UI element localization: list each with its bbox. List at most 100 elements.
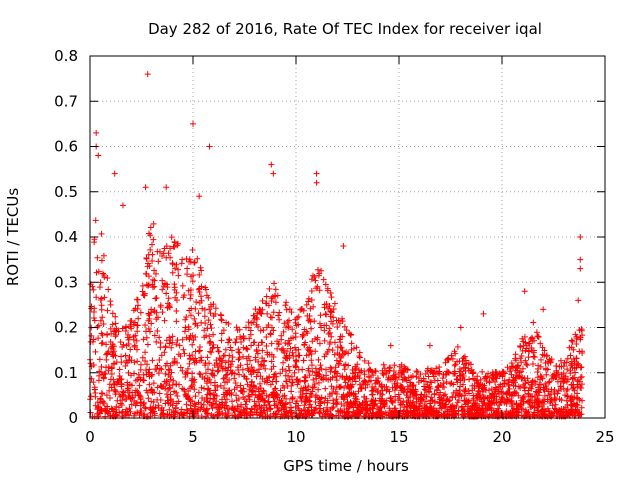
data-point: [308, 288, 315, 295]
data-point: [167, 245, 174, 252]
data-point: [368, 368, 375, 375]
grid-lines: [90, 56, 605, 418]
data-point: [378, 408, 385, 415]
data-point: [309, 384, 316, 391]
data-point: [206, 387, 213, 394]
data-point: [323, 311, 330, 318]
data-point: [185, 287, 192, 294]
data-point: [153, 316, 160, 323]
data-point: [365, 373, 372, 380]
data-point: [451, 362, 458, 369]
data-point: [283, 409, 290, 416]
data-point: [356, 354, 363, 361]
data-point: [241, 396, 248, 403]
data-point: [409, 373, 416, 380]
data-point: [330, 314, 337, 321]
data-point: [100, 320, 107, 327]
data-point: [547, 358, 554, 365]
data-point: [433, 387, 440, 394]
data-point: [540, 397, 547, 404]
data-point: [500, 380, 507, 387]
data-point: [209, 345, 216, 352]
data-point: [174, 337, 181, 344]
data-point: [102, 413, 109, 420]
data-point: [200, 401, 207, 408]
data-point: [179, 367, 186, 374]
data-point: [352, 402, 359, 409]
data-point: [145, 281, 152, 288]
data-point: [404, 388, 411, 395]
data-point: [204, 378, 211, 385]
data-point: [529, 402, 536, 409]
data-point: [524, 375, 531, 382]
data-point: [184, 265, 191, 272]
data-point: [102, 407, 109, 414]
data-point: [486, 379, 493, 386]
data-point: [252, 402, 259, 409]
y-tick-label: 0.5: [54, 183, 78, 201]
data-point: [312, 277, 319, 284]
data-point: [189, 332, 196, 339]
data-point: [268, 340, 275, 347]
data-point: [326, 303, 333, 310]
data-point: [330, 386, 337, 393]
data-point: [195, 389, 202, 396]
data-point: [180, 411, 187, 418]
data-point: [456, 387, 463, 394]
data-point: [410, 382, 417, 389]
data-point: [258, 410, 265, 417]
data-point: [103, 364, 110, 371]
data-point: [268, 298, 275, 305]
data-point: [421, 386, 428, 393]
data-point: [140, 292, 147, 299]
data-point: [301, 342, 308, 349]
data-point: [508, 360, 515, 367]
data-point: [462, 398, 469, 405]
data-point: [568, 402, 575, 409]
data-point: [300, 357, 307, 364]
data-point: [88, 332, 95, 339]
data-point: [392, 393, 399, 400]
data-point: [113, 403, 120, 410]
data-point: [190, 336, 197, 343]
data-point: [308, 350, 315, 357]
data-point: [284, 341, 291, 348]
data-point: [166, 334, 173, 341]
data-point: [336, 320, 343, 327]
data-point: [175, 272, 182, 279]
data-point: [535, 400, 542, 407]
data-point: [452, 370, 459, 377]
data-point: [284, 383, 291, 390]
data-point: [358, 385, 365, 392]
data-point: [479, 406, 486, 413]
data-point: [426, 342, 433, 349]
data-point: [270, 354, 277, 361]
data-point: [519, 347, 526, 354]
data-point: [381, 401, 388, 408]
data-point: [350, 370, 357, 377]
data-point: [458, 408, 465, 415]
data-point: [218, 317, 225, 324]
data-point: [424, 410, 431, 417]
data-point: [568, 337, 575, 344]
data-point: [247, 331, 254, 338]
data-point: [481, 394, 488, 401]
data-point: [186, 258, 193, 265]
data-point: [282, 368, 289, 375]
data-point: [215, 367, 222, 374]
data-point: [459, 357, 466, 364]
data-point: [163, 391, 170, 398]
data-point: [315, 356, 322, 363]
data-point: [240, 334, 247, 341]
data-point: [229, 358, 236, 365]
data-point: [212, 311, 219, 318]
data-point: [435, 382, 442, 389]
data-point: [239, 366, 246, 373]
data-point: [173, 381, 180, 388]
data-point: [551, 405, 558, 412]
data-point: [215, 348, 222, 355]
data-point: [461, 376, 468, 383]
data-point: [134, 322, 141, 329]
data-point: [98, 363, 105, 370]
data-point: [313, 285, 320, 292]
